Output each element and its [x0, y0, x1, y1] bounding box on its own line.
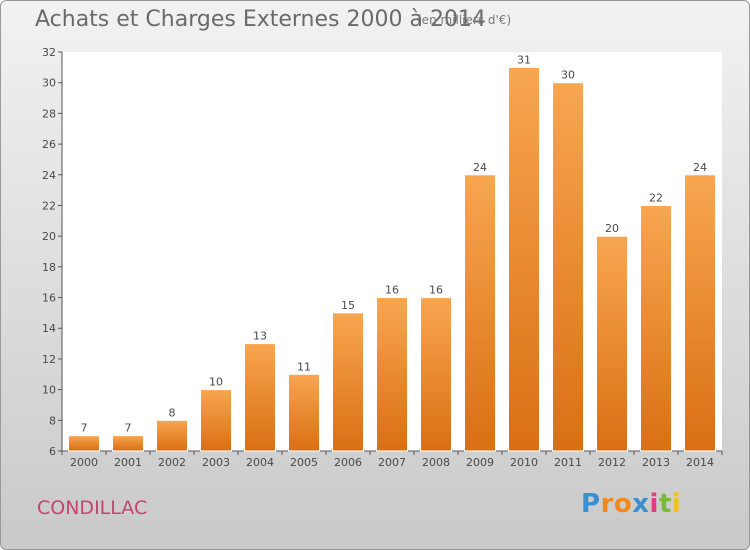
y-tick-label: 30 — [42, 77, 56, 90]
x-tick-label: 2000 — [70, 456, 98, 469]
x-tick-label: 2004 — [246, 456, 274, 469]
bar-value-label: 24 — [693, 161, 707, 174]
chart-title: Achats et Charges Externes 2000 à 2014 — [35, 7, 486, 32]
logo-letter: r — [600, 489, 614, 519]
bar-value-label: 16 — [385, 284, 399, 297]
y-tick-label: 6 — [49, 445, 56, 458]
bar-value-label: 10 — [209, 376, 223, 389]
bar — [156, 419, 188, 452]
y-tick-label: 8 — [49, 414, 56, 427]
x-tick-label: 2012 — [598, 456, 626, 469]
bar-value-label: 15 — [341, 299, 355, 312]
commune-name: CONDILLAC — [37, 497, 148, 519]
bar — [640, 204, 672, 452]
bar — [200, 389, 232, 452]
logo-letter: o — [613, 489, 633, 519]
bar-value-label: 16 — [429, 284, 443, 297]
x-tick-label: 2006 — [334, 456, 362, 469]
y-tick-label: 10 — [42, 384, 56, 397]
x-tick-label: 2009 — [466, 456, 494, 469]
x-tick-label: 2001 — [114, 456, 142, 469]
bar — [112, 435, 144, 452]
x-tick-label: 2013 — [642, 456, 670, 469]
bar-value-label: 8 — [169, 406, 176, 419]
bar-value-label: 24 — [473, 161, 487, 174]
y-tick-label: 24 — [42, 169, 56, 182]
y-tick-label: 32 — [42, 46, 56, 59]
y-tick-label: 18 — [42, 261, 56, 274]
bar-value-label: 13 — [253, 330, 267, 343]
logo-letter: P — [581, 489, 601, 519]
logo-letter: x — [632, 489, 650, 519]
bar — [332, 312, 364, 452]
bar-value-label: 30 — [561, 69, 575, 82]
logo-letter: t — [658, 489, 672, 519]
bar — [508, 66, 540, 452]
bar — [552, 82, 584, 452]
bar — [420, 297, 452, 452]
bar-value-label: 31 — [517, 53, 531, 66]
chart-subtitle: (en milliers d'€) — [417, 13, 512, 27]
x-tick-label: 2011 — [554, 456, 582, 469]
y-tick-label: 22 — [42, 199, 56, 212]
logo-letter: i — [671, 489, 682, 519]
proxiti-logo: Proxiti — [581, 489, 681, 519]
bar — [288, 373, 320, 452]
y-tick-label: 14 — [42, 322, 56, 335]
bar — [376, 297, 408, 452]
bar-value-label: 22 — [649, 191, 663, 204]
bar-value-label: 20 — [605, 222, 619, 235]
y-tick-label: 12 — [42, 353, 56, 366]
bar — [596, 235, 628, 452]
x-tick-label: 2005 — [290, 456, 318, 469]
bar — [464, 174, 496, 452]
bar — [244, 343, 276, 452]
bar — [684, 174, 716, 452]
y-tick-label: 28 — [42, 107, 56, 120]
x-tick-label: 2002 — [158, 456, 186, 469]
bar-value-label: 7 — [125, 422, 132, 435]
y-tick-label: 16 — [42, 292, 56, 305]
logo-letter: i — [649, 489, 659, 519]
y-tick-label: 26 — [42, 138, 56, 151]
y-tick-label: 20 — [42, 230, 56, 243]
bar — [68, 435, 100, 452]
x-tick-label: 2014 — [686, 456, 714, 469]
x-tick-label: 2007 — [378, 456, 406, 469]
bar-value-label: 11 — [297, 360, 311, 373]
x-tick-label: 2010 — [510, 456, 538, 469]
bar-value-label: 7 — [81, 422, 88, 435]
x-tick-label: 2008 — [422, 456, 450, 469]
x-tick-label: 2003 — [202, 456, 230, 469]
